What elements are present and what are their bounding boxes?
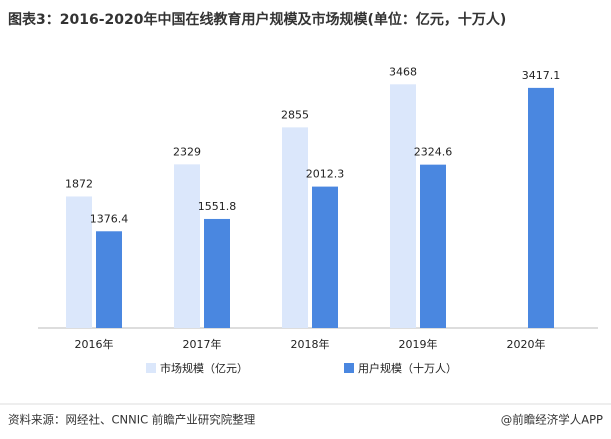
x-tick-label: 2018年 [291, 337, 330, 351]
bar [390, 84, 416, 328]
bar [204, 218, 230, 328]
x-tick-label: 2016年 [75, 337, 114, 351]
bar [66, 196, 92, 328]
value-label: 2012.3 [306, 168, 345, 181]
value-label: 2329 [173, 145, 201, 158]
x-tick-label: 2019年 [399, 337, 438, 351]
legend-swatch [344, 363, 354, 373]
bar [528, 87, 554, 329]
value-label: 1551.8 [198, 200, 237, 213]
legend-label: 市场规模（亿元） [160, 361, 248, 375]
value-label: 2324.6 [414, 146, 453, 159]
x-tick-label: 2017年 [183, 337, 222, 351]
credit: @前瞻经济学人APP [501, 413, 603, 427]
chart-title: 图表3：2016-2020年中国在线教育用户规模及市场规模(单位：亿元，十万人) [8, 11, 506, 28]
source-note: 资料来源：网经社、CNNIC 前瞻产业研究院整理 [8, 413, 256, 427]
bar [282, 127, 308, 328]
value-label: 3468 [389, 65, 417, 78]
x-tick-label: 2020年 [507, 337, 546, 351]
value-label: 2855 [281, 108, 309, 121]
bar [420, 164, 446, 328]
value-label: 1872 [65, 177, 93, 190]
bar [174, 164, 200, 328]
value-label: 3417.1 [522, 69, 561, 82]
bar [96, 231, 122, 328]
bar [312, 186, 338, 328]
legend-swatch [146, 363, 156, 373]
legend-label: 用户规模（十万人） [358, 361, 457, 375]
value-label: 1376.4 [90, 212, 129, 225]
